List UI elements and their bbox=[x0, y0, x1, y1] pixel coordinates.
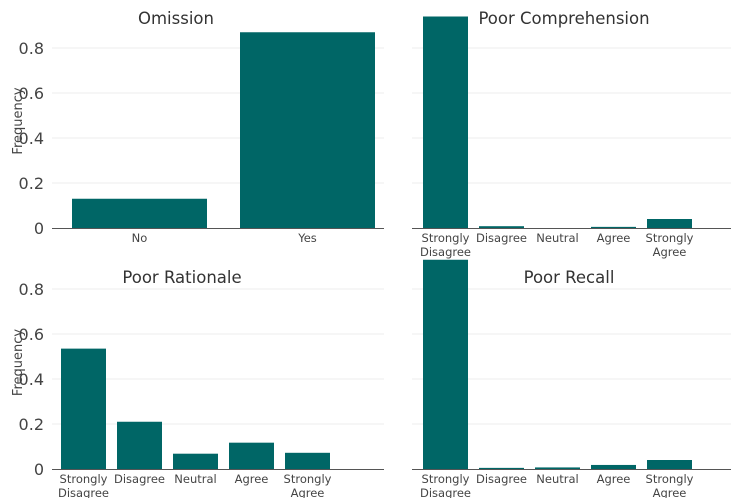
x-tick-label: Agree bbox=[597, 472, 631, 486]
chart-panel-2: Strongly Disagree Disagree Neutral Agree Stro… bbox=[412, 9, 731, 259]
x-tick-label: Yes bbox=[297, 231, 317, 245]
y-tick-label: 0.8 bbox=[19, 280, 44, 299]
bar bbox=[647, 219, 692, 228]
y-tick-label: 0.6 bbox=[19, 84, 44, 103]
y-tick-label: 0.6 bbox=[19, 325, 44, 344]
x-tick-label: Strongly Agree bbox=[284, 472, 332, 498]
x-tick-label: Neutral bbox=[174, 472, 216, 486]
bar bbox=[479, 226, 524, 228]
x-tick-label: Strongly Disagree bbox=[58, 472, 109, 498]
bar bbox=[479, 467, 524, 469]
x-tick-label: Strongly Disagree bbox=[420, 231, 471, 259]
chart-title: Poor Comprehension bbox=[478, 9, 649, 28]
bar bbox=[285, 452, 330, 469]
bar bbox=[72, 198, 207, 228]
y-tick-label: 0.4 bbox=[19, 129, 44, 148]
x-tick-label: Neutral bbox=[536, 231, 578, 245]
bar bbox=[647, 460, 692, 469]
x-tick-label: Disagree bbox=[476, 472, 527, 486]
x-tick-label: Strongly Agree bbox=[646, 472, 694, 498]
y-tick-label: 0.2 bbox=[19, 174, 44, 193]
chart-panel-3: 0 0.2 0.4 0.6 0.8 Frequency Strongly Disagree Di… bbox=[11, 268, 384, 500]
x-tick-label: No bbox=[132, 231, 148, 245]
x-tick-label: Agree bbox=[597, 231, 631, 245]
x-tick-label: Neutral bbox=[536, 472, 578, 486]
chart-panel-4: Strongly Disagree Disagree Neutral Agree Stro… bbox=[412, 259, 731, 500]
bar bbox=[535, 467, 580, 469]
bar bbox=[117, 421, 162, 469]
y-tick-label: 0 bbox=[34, 219, 44, 238]
x-tick-label: Strongly Disagree bbox=[420, 472, 471, 498]
y-tick-label: 0.4 bbox=[19, 370, 44, 389]
x-tick-label: Agree bbox=[235, 472, 269, 486]
bar bbox=[229, 442, 274, 469]
bar bbox=[591, 226, 636, 228]
y-tick-label: 0 bbox=[34, 460, 44, 479]
bar bbox=[591, 464, 636, 469]
bar bbox=[61, 348, 106, 469]
y-tick-label: 0.2 bbox=[19, 415, 44, 434]
x-tick-label: Disagree bbox=[114, 472, 165, 486]
y-axis-label: Frequency bbox=[11, 87, 26, 154]
y-axis-label: Frequency bbox=[11, 329, 26, 396]
x-tick-label: Strongly Agree bbox=[646, 231, 694, 259]
x-tick-label: Disagree bbox=[476, 231, 527, 245]
bar bbox=[173, 453, 218, 469]
chart-title: Omission bbox=[138, 9, 214, 28]
bar bbox=[423, 16, 468, 228]
chart-title: Poor Recall bbox=[524, 268, 615, 287]
bar bbox=[423, 259, 468, 469]
chart-panel-1: 0 0.2 0.4 0.6 0.8 Frequency No Yes Omission bbox=[11, 9, 384, 245]
chart-title: Poor Rationale bbox=[122, 268, 241, 287]
bar bbox=[240, 32, 375, 228]
y-tick-label: 0.8 bbox=[19, 39, 44, 58]
